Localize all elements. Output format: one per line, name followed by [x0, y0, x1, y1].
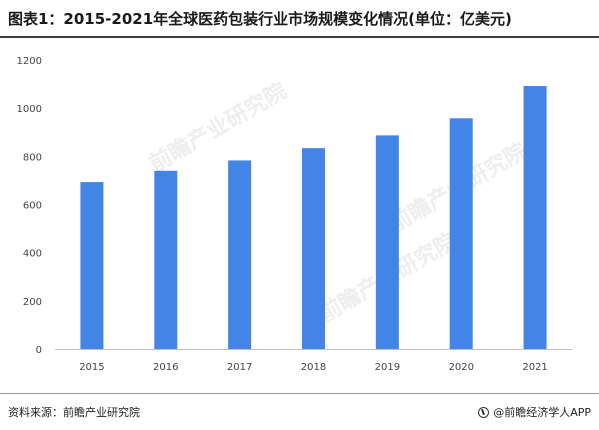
- bar-2016: [154, 170, 178, 349]
- brand-credit: @前瞻经济学人APP: [478, 404, 591, 420]
- bars-group: [80, 86, 547, 349]
- x-tick-label: 2019: [375, 362, 400, 373]
- footer-divider: [0, 393, 599, 394]
- y-tick-label: 1000: [17, 104, 42, 115]
- y-tick-label: 200: [23, 297, 42, 308]
- y-axis: 0 200 400 600 800 1000 1200: [17, 56, 42, 356]
- x-tick-label: 2015: [79, 362, 104, 373]
- y-tick-label: 0: [36, 345, 42, 356]
- y-tick-label: 1200: [17, 56, 42, 67]
- x-tick-label: 2021: [522, 362, 547, 373]
- x-tick-label: 2018: [301, 362, 326, 373]
- y-tick-label: 400: [23, 249, 42, 260]
- x-axis: 2015 2016 2017 2018 2019 2020 2021: [79, 362, 548, 373]
- x-tick-label: 2016: [153, 362, 178, 373]
- bar-2018: [302, 148, 325, 349]
- bar-2015: [80, 182, 104, 349]
- y-tick-label: 600: [23, 201, 42, 212]
- y-tick-label: 800: [23, 152, 42, 163]
- bar-2021: [523, 86, 547, 349]
- bar-2017: [228, 160, 252, 349]
- chart-title: 图表1：2015-2021年全球医药包装行业市场规模变化情况(单位：亿美元): [8, 10, 512, 28]
- x-tick-label: 2017: [227, 362, 252, 373]
- brand-text: @前瞻经济学人APP: [493, 406, 591, 419]
- bar-2020: [449, 118, 473, 349]
- bar-2019: [375, 135, 399, 349]
- title-divider: [0, 36, 599, 38]
- x-tick-label: 2020: [448, 362, 473, 373]
- source-note: 资料来源：前瞻产业研究院: [8, 406, 140, 419]
- brand-logo-icon: [478, 406, 490, 418]
